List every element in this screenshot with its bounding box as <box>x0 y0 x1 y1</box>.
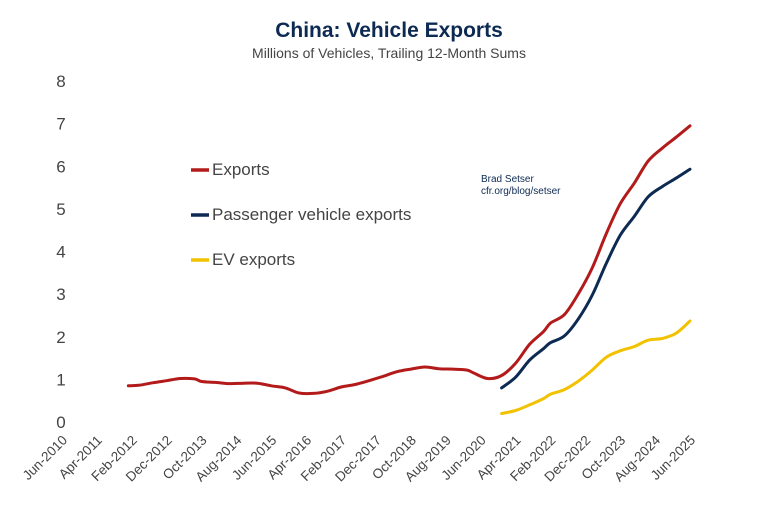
chart-subtitle: Millions of Vehicles, Trailing 12-Month … <box>252 45 526 61</box>
legend-label: Passenger vehicle exports <box>212 205 411 224</box>
plot-area <box>126 124 692 415</box>
y-axis: 0 1 2 3 4 5 6 7 8 <box>56 72 65 432</box>
series-line-3 <box>500 319 692 415</box>
annotation-author: Brad Setser <box>481 174 534 185</box>
y-tick-label: 2 <box>56 328 65 347</box>
y-tick-label: 0 <box>56 413 65 432</box>
y-tick-label: 3 <box>56 285 65 304</box>
x-axis: Jun-2010Apr-2011Feb-2012Dec-2012Oct-2013… <box>20 432 698 484</box>
y-tick-label: 4 <box>56 243 65 262</box>
legend-label: EV exports <box>212 250 295 269</box>
y-tick-label: 1 <box>56 370 65 389</box>
source-annotation: Brad Setser cfr.org/blog/setser <box>481 174 561 197</box>
y-tick-label: 7 <box>56 115 65 134</box>
y-tick-label: 6 <box>56 157 65 176</box>
series-line-2 <box>500 167 692 390</box>
legend-label: Exports <box>212 160 270 179</box>
chart-title: China: Vehicle Exports <box>275 19 503 42</box>
y-tick-label: 5 <box>56 200 65 219</box>
series-line-1 <box>126 124 692 396</box>
legend: Exports Passenger vehicle exports EV expor… <box>191 160 411 269</box>
annotation-url: cfr.org/blog/setser <box>481 186 561 197</box>
y-tick-label: 8 <box>56 72 65 91</box>
